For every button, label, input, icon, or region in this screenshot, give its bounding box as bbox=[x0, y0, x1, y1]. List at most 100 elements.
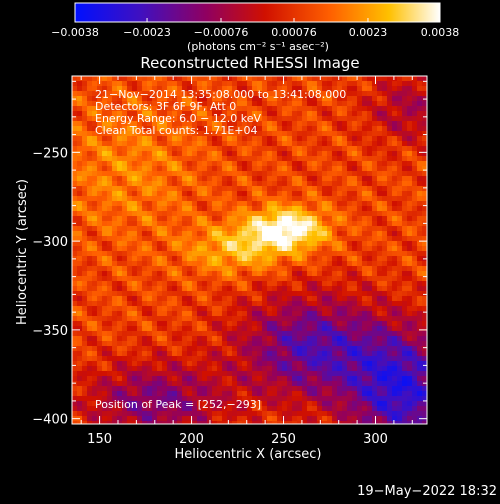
heatmap-cell bbox=[182, 291, 187, 296]
heatmap-cell bbox=[362, 271, 367, 276]
heatmap-cell bbox=[82, 306, 87, 311]
heatmap-cell bbox=[202, 331, 207, 336]
heatmap-cell bbox=[377, 356, 382, 361]
x-tick-label: 200 bbox=[179, 432, 204, 447]
heatmap-cell bbox=[147, 361, 152, 366]
heatmap-cell bbox=[222, 391, 227, 396]
heatmap-cell bbox=[397, 201, 402, 206]
heatmap-cell bbox=[167, 286, 172, 291]
heatmap-cell bbox=[297, 111, 302, 116]
heatmap-cell bbox=[247, 211, 252, 216]
heatmap-cell bbox=[212, 376, 217, 381]
heatmap-cell bbox=[337, 146, 342, 151]
heatmap-cell bbox=[197, 316, 202, 321]
heatmap-cell bbox=[312, 361, 317, 366]
heatmap-cell bbox=[257, 81, 262, 86]
heatmap-cell bbox=[267, 241, 272, 246]
heatmap-cell bbox=[87, 326, 92, 331]
heatmap-cell bbox=[227, 186, 232, 191]
heatmap-cell bbox=[272, 216, 277, 221]
heatmap-cell bbox=[392, 206, 397, 211]
heatmap-cell bbox=[217, 246, 222, 251]
heatmap-cell bbox=[132, 356, 137, 361]
heatmap-cell bbox=[232, 376, 237, 381]
heatmap-cell bbox=[312, 401, 317, 406]
heatmap-cell bbox=[357, 396, 362, 401]
heatmap-cell bbox=[257, 201, 262, 206]
heatmap-cell bbox=[72, 401, 77, 406]
heatmap-cell bbox=[367, 331, 372, 336]
heatmap-cell bbox=[367, 296, 372, 301]
heatmap-cell bbox=[312, 276, 317, 281]
heatmap-cell bbox=[347, 201, 352, 206]
heatmap-cell bbox=[267, 131, 272, 136]
heatmap-cell bbox=[262, 216, 267, 221]
heatmap-cell bbox=[157, 311, 162, 316]
heatmap-cell bbox=[102, 411, 107, 416]
heatmap-cell bbox=[417, 331, 422, 336]
heatmap-cell bbox=[352, 246, 357, 251]
heatmap-cell bbox=[172, 171, 177, 176]
heatmap-cell bbox=[392, 291, 397, 296]
heatmap-cell bbox=[352, 121, 357, 126]
heatmap-cell bbox=[292, 401, 297, 406]
heatmap-cell bbox=[137, 151, 142, 156]
heatmap-cell bbox=[187, 196, 192, 201]
heatmap-cell bbox=[387, 386, 392, 391]
heatmap-cell bbox=[92, 376, 97, 381]
heatmap-cell bbox=[377, 116, 382, 121]
heatmap-cell bbox=[412, 86, 417, 91]
heatmap-cell bbox=[202, 311, 207, 316]
heatmap-cell bbox=[247, 316, 252, 321]
heatmap-cell bbox=[192, 371, 197, 376]
heatmap-cell bbox=[382, 126, 387, 131]
heatmap-cell bbox=[247, 416, 252, 421]
heatmap-cell bbox=[202, 291, 207, 296]
heatmap-cell bbox=[312, 136, 317, 141]
heatmap-cell bbox=[137, 251, 142, 256]
heatmap-cell bbox=[182, 336, 187, 341]
heatmap-cell bbox=[397, 386, 402, 391]
heatmap-cell bbox=[72, 266, 77, 271]
heatmap-cell bbox=[172, 286, 177, 291]
heatmap-cell bbox=[412, 381, 417, 386]
heatmap-cell bbox=[217, 166, 222, 171]
heatmap-cell bbox=[282, 411, 287, 416]
heatmap-cell bbox=[407, 251, 412, 256]
heatmap-cell bbox=[242, 311, 247, 316]
heatmap-cell bbox=[377, 136, 382, 141]
heatmap-cell bbox=[157, 201, 162, 206]
heatmap-cell bbox=[372, 251, 377, 256]
heatmap-cell bbox=[332, 361, 337, 366]
heatmap-cell bbox=[167, 291, 172, 296]
heatmap-cell bbox=[392, 166, 397, 171]
heatmap-cell bbox=[167, 276, 172, 281]
heatmap-cell bbox=[167, 236, 172, 241]
heatmap-cell bbox=[272, 306, 277, 311]
heatmap-cell bbox=[312, 296, 317, 301]
heatmap-cell bbox=[242, 206, 247, 211]
heatmap-cell bbox=[82, 251, 87, 256]
heatmap-cell bbox=[147, 196, 152, 201]
heatmap-cell bbox=[292, 191, 297, 196]
heatmap-cell bbox=[387, 106, 392, 111]
heatmap-cell bbox=[302, 291, 307, 296]
heatmap-cell bbox=[92, 251, 97, 256]
heatmap-cell bbox=[367, 156, 372, 161]
heatmap-cell bbox=[87, 281, 92, 286]
heatmap-cell bbox=[342, 311, 347, 316]
heatmap-cell bbox=[332, 76, 337, 81]
heatmap-cell bbox=[277, 111, 282, 116]
heatmap-cell bbox=[157, 236, 162, 241]
heatmap-cell bbox=[177, 386, 182, 391]
heatmap-cell bbox=[297, 256, 302, 261]
heatmap-cell bbox=[277, 371, 282, 376]
heatmap-cell bbox=[352, 396, 357, 401]
heatmap-cell bbox=[317, 211, 322, 216]
heatmap-cell bbox=[217, 371, 222, 376]
heatmap-cell bbox=[392, 141, 397, 146]
heatmap-cell bbox=[387, 201, 392, 206]
heatmap-cell bbox=[117, 141, 122, 146]
heatmap-cell bbox=[177, 376, 182, 381]
heatmap-cell bbox=[347, 276, 352, 281]
